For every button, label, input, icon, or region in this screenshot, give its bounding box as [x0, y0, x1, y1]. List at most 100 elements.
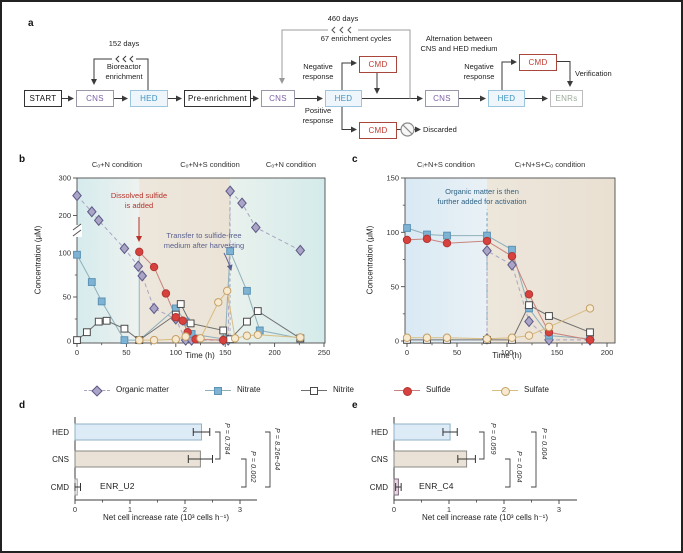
legend-label: Sulfate — [524, 385, 549, 394]
tick-label: 150 — [551, 348, 564, 357]
tick-label: 50 — [63, 293, 71, 302]
panel-e-label: e — [352, 400, 358, 411]
label-152-days: 152 days — [108, 39, 140, 48]
tick-label: 3 — [557, 505, 561, 514]
tick-label: 100 — [386, 228, 399, 237]
tick-label: 100 — [170, 348, 183, 357]
tick-label: 0 — [392, 505, 396, 514]
label-discarded: Discarded — [423, 125, 457, 134]
legend-label: Organic matter — [116, 385, 169, 394]
no-entry-icon — [400, 122, 415, 137]
tick-label: CNS — [371, 455, 388, 464]
panel-b-condition-2: Cₒ+N+S condition — [180, 160, 240, 169]
panel-b-condition-1: Cₒ+N condition — [91, 160, 143, 169]
panel-c-condition-1: Cᵢ+N+S condition — [417, 160, 475, 169]
tick-label: 200 — [268, 348, 281, 357]
panel-b-x-axis-title: Time (h) — [185, 351, 215, 360]
tick-label: 100 — [58, 249, 71, 258]
panel-b-condition-3: Cₒ+N condition — [265, 160, 317, 169]
flowchart-loop-460 — [279, 29, 411, 99]
legend-label: Nitrate — [237, 385, 261, 394]
panel-d-pvalue-cns-cmd: P = 0.002 — [249, 451, 256, 483]
panel-e-sample-label: ENR_C4 — [419, 481, 454, 491]
panel-c-x-axis-title: Time (h) — [492, 351, 522, 360]
circle-marker-icon — [402, 386, 412, 396]
tick-label: HED — [52, 428, 69, 437]
panel-b-chart: 0 50 100 150 200 250 0 50 100 200 300 — [58, 174, 330, 357]
flow-box-cmd-2: CMD — [359, 122, 397, 139]
annotation-organic-added: Organic matter is then further added for… — [437, 187, 527, 206]
tick-label: 50 — [453, 348, 461, 357]
label-positive-response-1: Positive response — [302, 106, 334, 125]
tick-label: CMD — [370, 483, 388, 492]
tick-label: 100 — [501, 348, 514, 357]
legend-label: Sulfide — [426, 385, 451, 394]
tick-label: CNS — [52, 455, 69, 464]
panel-c-label: c — [352, 154, 358, 165]
panel-b-y-axis-title: Concentration (μM) — [33, 225, 43, 295]
panel-d-pvalue-hed-cmd: P = 8.26e-04 — [273, 428, 280, 471]
tick-label: 1 — [447, 505, 451, 514]
panel-d-pvalue-hed-cns: P = 0.784 — [223, 423, 230, 455]
legend-label: Nitrite — [333, 385, 354, 394]
open-circle-marker-icon — [500, 386, 510, 396]
panel-e-x-axis-title: Net cell increase rate (10³ cells h⁻¹) — [421, 513, 549, 522]
flow-box-pre-enrichment: Pre-enrichment — [184, 90, 251, 107]
tick-label: 200 — [601, 348, 614, 357]
tick-label: 300 — [58, 174, 71, 183]
tick-label: 3 — [238, 505, 242, 514]
label-bioreactor-enrichment: Bioreactor enrichment — [105, 62, 143, 81]
flow-box-cmd-1: CMD — [359, 56, 397, 73]
flow-box-hed-3: HED — [488, 90, 525, 107]
tick-label: 0 — [395, 337, 399, 346]
panel-e-chart: 0 1 2 3 HED CNS CMD — [370, 417, 577, 514]
annotation-transfer: Transfer to sulfide-free medium after ha… — [163, 231, 245, 250]
tick-label: 1 — [128, 505, 132, 514]
square-marker-icon — [214, 387, 222, 395]
panel-c-y-axis-title: Concentration (μM) — [365, 225, 375, 295]
tick-label: 200 — [58, 211, 71, 220]
tick-label: 250 — [318, 348, 331, 357]
tick-label: 150 — [219, 348, 232, 357]
flow-box-start: START — [24, 90, 62, 107]
flow-box-cns-1: CNS — [76, 90, 114, 107]
flow-box-enrs: ENRs — [550, 90, 583, 107]
label-negative-response-1: Negative response — [302, 62, 334, 81]
label-negative-response-2: Negative response — [463, 62, 495, 81]
tick-label: 0 — [67, 337, 71, 346]
tick-label: HED — [371, 428, 388, 437]
flow-box-cmd-3: CMD — [519, 54, 557, 71]
panel-c-condition-2: Cᵢ+N+S+Cₒ condition — [514, 160, 586, 169]
chevrons-152-days — [115, 55, 134, 63]
chevrons-460-days — [331, 26, 352, 34]
tick-label: 50 — [122, 348, 130, 357]
tick-label: 0 — [405, 348, 409, 357]
panel-a-label: a — [28, 18, 34, 29]
flow-box-hed-2: HED — [325, 90, 362, 107]
panel-d-chart: 0 1 2 3 HED CNS CMD — [51, 417, 271, 514]
panel-e-pvalue-cns-cmd: P = 0.004 — [515, 451, 522, 483]
tick-label: 2 — [502, 505, 506, 514]
tick-label: 150 — [386, 174, 399, 183]
tick-label: 50 — [391, 282, 399, 291]
flow-box-cns-2: CNS — [261, 90, 295, 107]
panel-d-sample-label: ENR_U2 — [100, 481, 135, 491]
annotation-sulfide-added: Dissolved sulfide is added — [110, 191, 168, 210]
label-460-days: 460 days — [327, 14, 359, 23]
panel-d-label: d — [19, 400, 26, 411]
panel-c-chart: 0 50 100 150 200 0 50 100 150 — [386, 174, 616, 357]
tick-label: 2 — [183, 505, 187, 514]
tick-label: 0 — [75, 348, 79, 357]
panel-d-x-axis-title: Net cell increase rate (10³ cells h⁻¹) — [102, 513, 230, 522]
label-67-cycles: 67 enrichment cycles — [320, 34, 392, 43]
panel-e-pvalue-hed-cmd: P = 0.004 — [540, 428, 547, 460]
tick-label: 0 — [73, 505, 77, 514]
flow-box-cns-3: CNS — [425, 90, 459, 107]
tick-label: CMD — [51, 483, 69, 492]
flowchart-connectors — [60, 55, 573, 133]
label-alternation: Alternation between CNS and HED medium — [420, 34, 498, 53]
transfer-arrow — [223, 252, 233, 271]
open-square-marker-icon — [310, 387, 318, 395]
